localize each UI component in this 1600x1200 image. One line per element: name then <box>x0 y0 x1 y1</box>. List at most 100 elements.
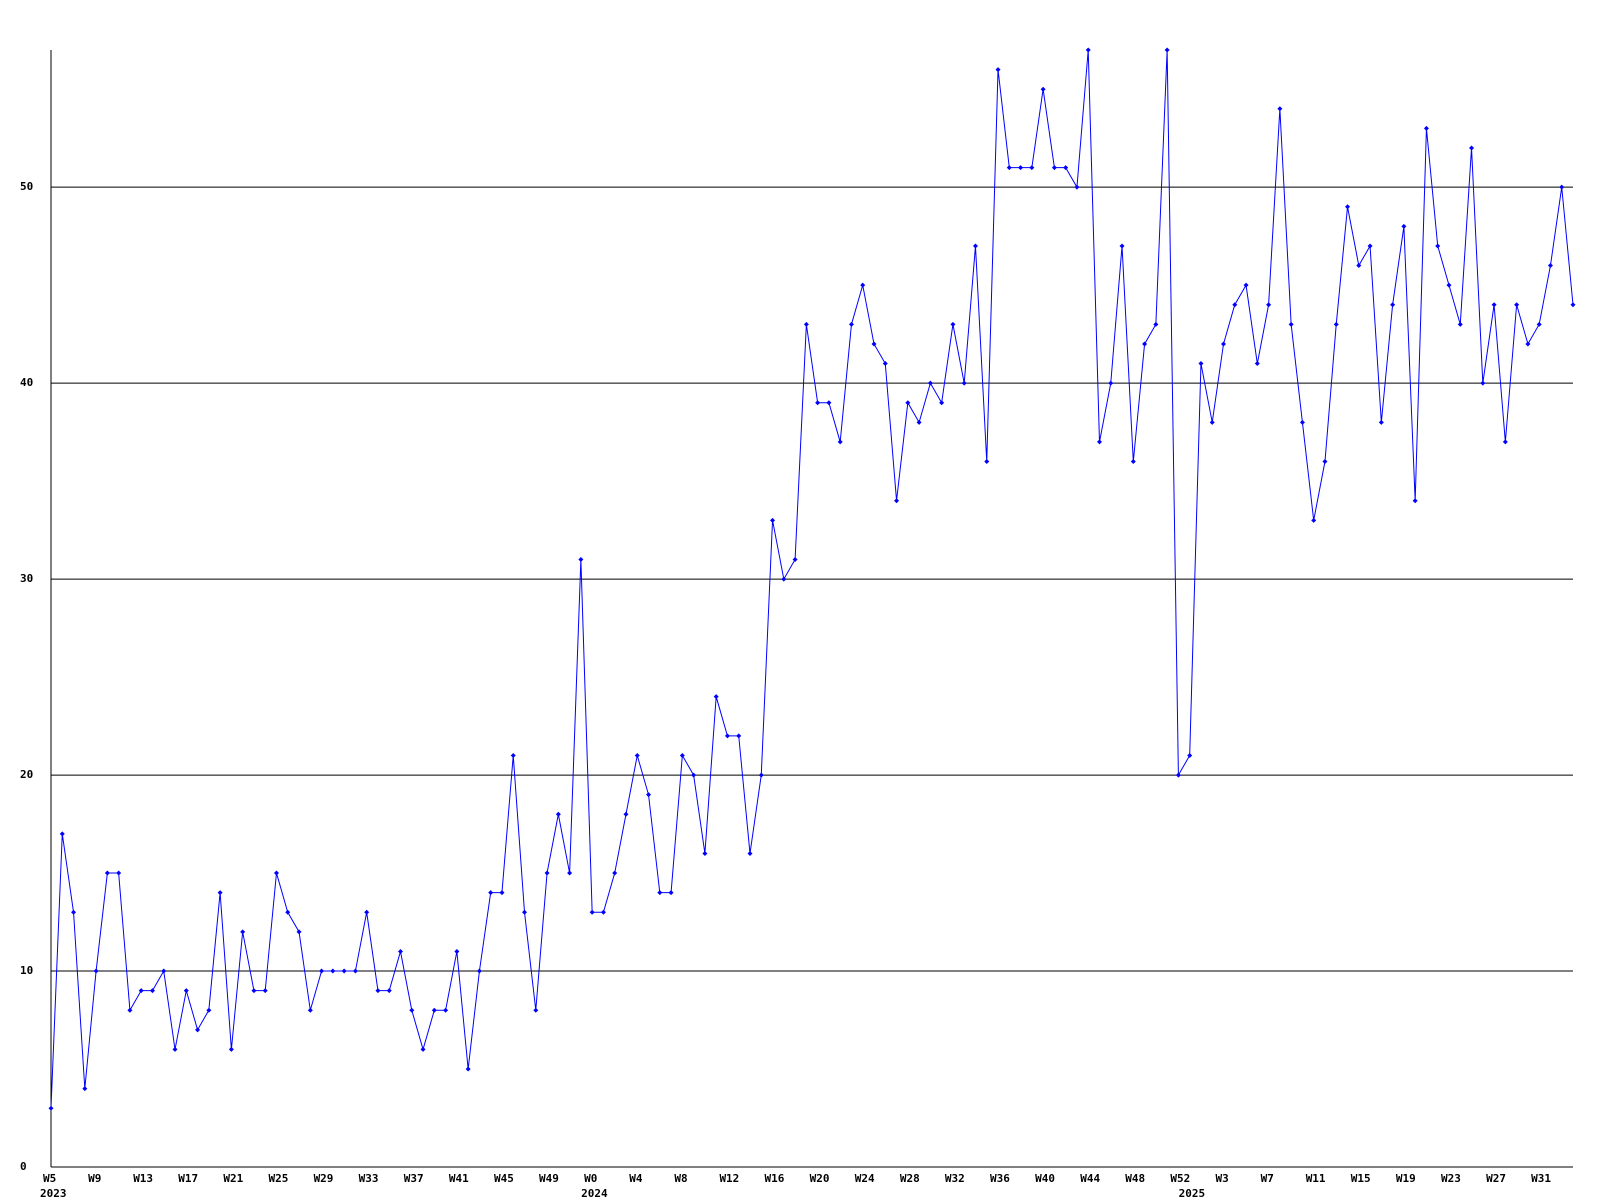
point <box>1085 47 1091 53</box>
point <box>240 929 246 935</box>
point <box>837 439 843 445</box>
point <box>172 1046 178 1052</box>
point <box>522 909 528 915</box>
point <box>939 400 945 406</box>
x-tick-label: W45 <box>494 1172 514 1185</box>
point <box>1096 439 1102 445</box>
x-tick-label: W3 <box>1216 1172 1229 1185</box>
point <box>1367 243 1373 249</box>
x-tick-label: W0 <box>584 1172 597 1185</box>
point <box>307 1007 313 1013</box>
point <box>1243 282 1249 288</box>
point <box>1266 302 1272 308</box>
point <box>1164 47 1170 53</box>
point <box>1051 165 1057 171</box>
point <box>1356 263 1362 269</box>
point <box>1063 165 1069 171</box>
y-tick-label: 30 <box>20 572 33 585</box>
point <box>1040 86 1046 92</box>
point <box>612 870 618 876</box>
point <box>138 988 144 994</box>
point <box>894 498 900 504</box>
x-tick-label: W4 <box>629 1172 643 1185</box>
point <box>1153 321 1159 327</box>
point <box>352 968 358 974</box>
point <box>781 576 787 582</box>
x-tick-label: W19 <box>1396 1172 1416 1185</box>
point <box>104 870 110 876</box>
point <box>1423 125 1429 131</box>
point <box>1311 517 1317 523</box>
x-tick-label: W17 <box>178 1172 198 1185</box>
point <box>657 890 663 896</box>
point <box>409 1007 415 1013</box>
point <box>71 909 77 915</box>
point <box>1232 302 1238 308</box>
point <box>578 557 584 563</box>
x-tick-label: W16 <box>765 1172 785 1185</box>
point <box>995 67 1001 73</box>
x-tick-label: W28 <box>900 1172 920 1185</box>
point <box>1502 439 1508 445</box>
x-tick-label: W36 <box>990 1172 1010 1185</box>
point <box>116 870 122 876</box>
y-tick-label: 10 <box>20 964 33 977</box>
point <box>702 850 708 856</box>
point <box>1446 282 1452 288</box>
point <box>499 890 505 896</box>
x-tick-label: W31 <box>1531 1172 1551 1185</box>
point <box>646 792 652 798</box>
point <box>1412 498 1418 504</box>
point <box>747 850 753 856</box>
point <box>544 870 550 876</box>
point <box>950 321 956 327</box>
year-label: 2025 <box>1179 1187 1206 1200</box>
point <box>1378 419 1384 425</box>
point <box>1175 772 1181 778</box>
point <box>48 1105 54 1111</box>
point <box>1525 341 1531 347</box>
x-tick-label: W48 <box>1125 1172 1145 1185</box>
point <box>1536 321 1542 327</box>
point <box>1029 165 1035 171</box>
point <box>161 968 167 974</box>
point <box>1457 321 1463 327</box>
point <box>736 733 742 739</box>
y-tick-label: 40 <box>20 376 33 389</box>
point <box>634 752 640 758</box>
x-tick-label: W21 <box>223 1172 243 1185</box>
point <box>1559 184 1565 190</box>
point <box>341 968 347 974</box>
x-tick-label: W25 <box>268 1172 288 1185</box>
point <box>510 752 516 758</box>
point <box>443 1007 449 1013</box>
x-tick-label: W24 <box>855 1172 875 1185</box>
point <box>724 733 730 739</box>
point <box>183 988 189 994</box>
point <box>386 988 392 994</box>
point <box>431 1007 437 1013</box>
point <box>1209 419 1215 425</box>
point <box>1480 380 1486 386</box>
point <box>1006 165 1012 171</box>
point <box>691 772 697 778</box>
point <box>916 419 922 425</box>
point <box>770 517 776 523</box>
point <box>668 890 674 896</box>
point <box>93 968 99 974</box>
point <box>589 909 595 915</box>
y-tick-label: 0 <box>20 1160 27 1173</box>
point <box>1469 145 1475 151</box>
point <box>984 459 990 465</box>
point <box>826 400 832 406</box>
point <box>792 557 798 563</box>
x-tick-label: W32 <box>945 1172 965 1185</box>
point <box>420 1046 426 1052</box>
point <box>882 361 888 367</box>
point <box>848 321 854 327</box>
point <box>600 909 606 915</box>
point <box>1547 263 1553 269</box>
x-tick-label: W20 <box>810 1172 830 1185</box>
point <box>1018 165 1024 171</box>
point <box>533 1007 539 1013</box>
